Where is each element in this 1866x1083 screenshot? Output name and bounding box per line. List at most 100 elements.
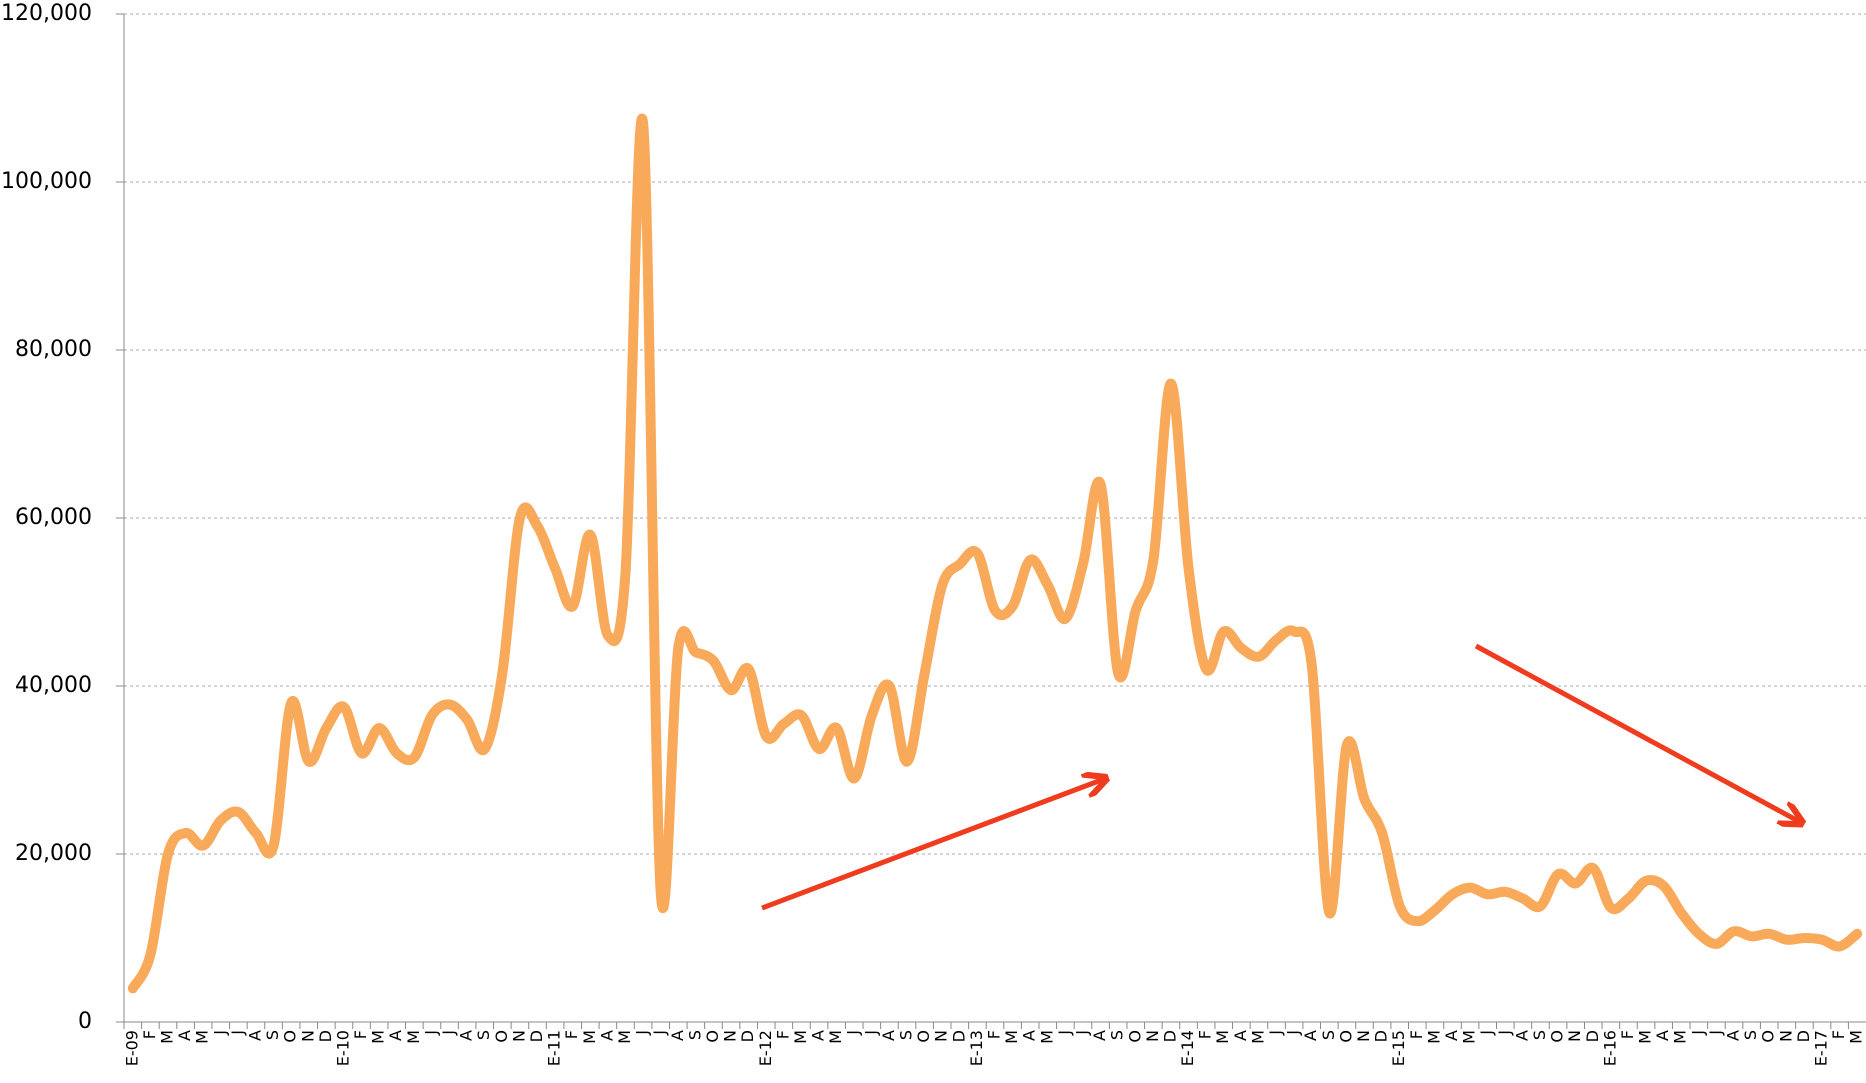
x-tick-label: O [914, 1030, 933, 1043]
y-tick-label: 100,000 [1, 169, 92, 194]
x-tick-label: M [1460, 1030, 1479, 1044]
x-tick-label: J [228, 1030, 247, 1036]
x-tick-label: M [791, 1030, 810, 1044]
x-tick-label: M [1671, 1030, 1690, 1044]
y-tick-label: 60,000 [15, 505, 92, 530]
x-tick-label: M [193, 1030, 212, 1044]
y-tick-label: 120,000 [1, 1, 92, 26]
x-tick-label: F [351, 1030, 370, 1039]
x-tick-label: A [668, 1030, 687, 1041]
x-tick-label: D [527, 1030, 546, 1042]
y-tick-label: 40,000 [15, 673, 92, 698]
x-tick-label: E-11 [545, 1030, 564, 1066]
x-tick-label: A [879, 1030, 898, 1041]
x-tick-label: N [1776, 1030, 1795, 1042]
x-tick-label: M [1847, 1030, 1866, 1044]
annotation-arrow [1474, 643, 1800, 822]
x-tick-label: M [157, 1030, 176, 1044]
x-tick-label: J [861, 1030, 880, 1036]
x-tick-label: D [738, 1030, 757, 1042]
x-tick-label: S [1530, 1030, 1549, 1040]
x-tick-label: A [1301, 1030, 1320, 1041]
x-tick-label: D [1794, 1030, 1813, 1042]
x-tick-label: S [263, 1030, 282, 1040]
x-tick-label: J [1706, 1030, 1725, 1036]
x-tick-label: O [492, 1030, 511, 1043]
x-tick-label: M [1002, 1030, 1021, 1044]
x-tick-label: N [932, 1030, 951, 1042]
x-tick-label: J [210, 1030, 229, 1036]
x-tick-label: A [1231, 1030, 1250, 1041]
x-tick-label: S [474, 1030, 493, 1040]
x-tick-label: F [140, 1030, 159, 1039]
x-tick-label: J [633, 1030, 652, 1036]
x-tick-label: F [1829, 1030, 1848, 1039]
x-tick-label: M [615, 1030, 634, 1044]
x-tick-label: D [949, 1030, 968, 1042]
x-tick-label: J [1055, 1030, 1074, 1036]
x-tick-label: D [1160, 1030, 1179, 1042]
x-tick-label: M [1213, 1030, 1232, 1044]
x-tick-label: J [439, 1030, 458, 1036]
x-tick-label: F [773, 1030, 792, 1039]
x-tick-label: E-12 [756, 1030, 775, 1066]
x-tick-label: A [1724, 1030, 1743, 1041]
x-tick-label: M [1636, 1030, 1655, 1044]
x-tick-label: E-10 [333, 1030, 352, 1066]
x-tick-label: E-16 [1600, 1030, 1619, 1066]
x-tick-label: O [281, 1030, 300, 1043]
x-tick-label: A [1512, 1030, 1531, 1041]
x-tick-label: O [1548, 1030, 1567, 1043]
x-tick-label: F [985, 1030, 1004, 1039]
x-tick-label: D [1583, 1030, 1602, 1042]
x-tick-label: M [404, 1030, 423, 1044]
x-tick-label: D [316, 1030, 335, 1042]
x-tick-label: J [1477, 1030, 1496, 1036]
x-tick-label: E-17 [1812, 1030, 1831, 1066]
x-tick-label: O [1125, 1030, 1144, 1043]
x-tick-label: M [1248, 1030, 1267, 1044]
x-tick-label: F [1407, 1030, 1426, 1039]
y-tick-label: 80,000 [15, 337, 92, 362]
x-tick-label: E-13 [967, 1030, 986, 1066]
annotation-arrow [761, 779, 1104, 911]
x-tick-label: O [703, 1030, 722, 1043]
x-tick-label: E-15 [1389, 1030, 1408, 1066]
x-tick-label: A [245, 1030, 264, 1041]
x-tick-label: J [1284, 1030, 1303, 1036]
x-tick-label: A [175, 1030, 194, 1041]
x-tick-label: F [1196, 1030, 1215, 1039]
x-tick-label: S [1741, 1030, 1760, 1040]
x-tick-label: A [1090, 1030, 1109, 1041]
y-tick-label: 0 [78, 1009, 92, 1034]
x-tick-label: J [1495, 1030, 1514, 1036]
x-tick-label: A [1020, 1030, 1039, 1041]
x-tick-label: N [1143, 1030, 1162, 1042]
x-tick-label: M [1037, 1030, 1056, 1044]
x-tick-label: A [597, 1030, 616, 1041]
x-tick-label: S [1319, 1030, 1338, 1040]
x-tick-label: F [562, 1030, 581, 1039]
x-tick-label: A [457, 1030, 476, 1041]
x-tick-label: J [1266, 1030, 1285, 1036]
x-tick-label: E-09 [122, 1030, 141, 1066]
x-tick-label: N [1354, 1030, 1373, 1042]
x-tick-label: A [1442, 1030, 1461, 1041]
y-tick-label: 20,000 [15, 841, 92, 866]
x-tick-label: M [369, 1030, 388, 1044]
x-tick-label: O [1336, 1030, 1355, 1043]
x-tick-label: D [1372, 1030, 1391, 1042]
x-tick-label: S [897, 1030, 916, 1040]
x-tick-label: J [650, 1030, 669, 1036]
x-tick-label: J [1072, 1030, 1091, 1036]
x-tick-label: A [386, 1030, 405, 1041]
x-tick-label: S [685, 1030, 704, 1040]
x-tick-label: O [1759, 1030, 1778, 1043]
x-tick-label: J [844, 1030, 863, 1036]
x-tick-label: N [298, 1030, 317, 1042]
x-tick-label: E-14 [1178, 1030, 1197, 1066]
data-line [127, 113, 1863, 994]
x-tick-label: S [1108, 1030, 1127, 1040]
